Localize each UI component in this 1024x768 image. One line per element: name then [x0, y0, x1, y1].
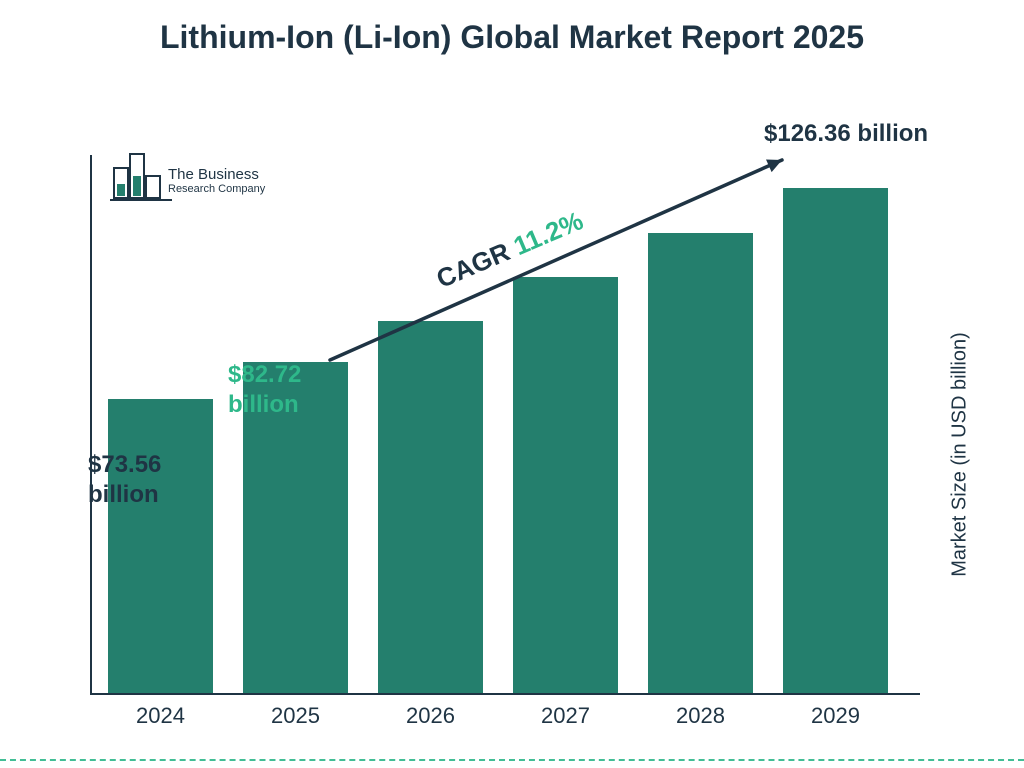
x-axis-line [90, 693, 920, 695]
x-label-2027: 2027 [513, 703, 618, 729]
x-label-2026: 2026 [378, 703, 483, 729]
bar-2024 [108, 399, 213, 693]
chart-title: Lithium-Ion (Li-Ion) Global Market Repor… [0, 18, 1024, 56]
x-label-2028: 2028 [648, 703, 753, 729]
value-label-2029: $126.36 billion [764, 120, 928, 148]
bottom-dashed-line [0, 759, 1024, 761]
value-label-1: $82.72billion [228, 360, 301, 420]
bar-2027 [513, 277, 618, 693]
x-label-2025: 2025 [243, 703, 348, 729]
bar-2028 [648, 233, 753, 693]
bar-2026 [378, 321, 483, 693]
chart-canvas: Lithium-Ion (Li-Ion) Global Market Repor… [0, 0, 1024, 768]
bar-2029 [783, 188, 888, 693]
y-axis-title: Market Size (in USD billion) [949, 325, 972, 585]
x-label-2024: 2024 [108, 703, 213, 729]
y-axis-line [90, 155, 92, 695]
x-label-2029: 2029 [783, 703, 888, 729]
value-label-0: $73.56billion [88, 450, 161, 510]
